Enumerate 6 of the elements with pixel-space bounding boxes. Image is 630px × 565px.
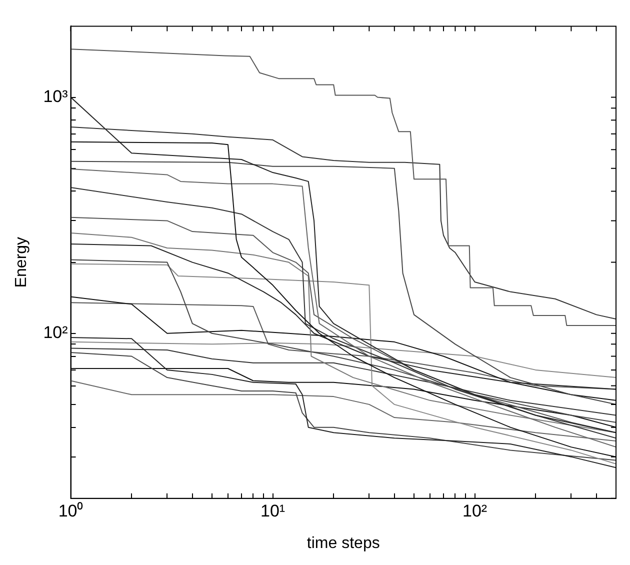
x-tick-label: 10⁰ bbox=[58, 501, 84, 520]
y-axis-title: Energy bbox=[13, 236, 30, 288]
x-tick-label: 10¹ bbox=[260, 501, 286, 520]
x-axis-title: time steps bbox=[306, 534, 380, 552]
x-tick-label: 10² bbox=[462, 501, 488, 520]
y-tick-label: 10³ bbox=[43, 86, 68, 106]
